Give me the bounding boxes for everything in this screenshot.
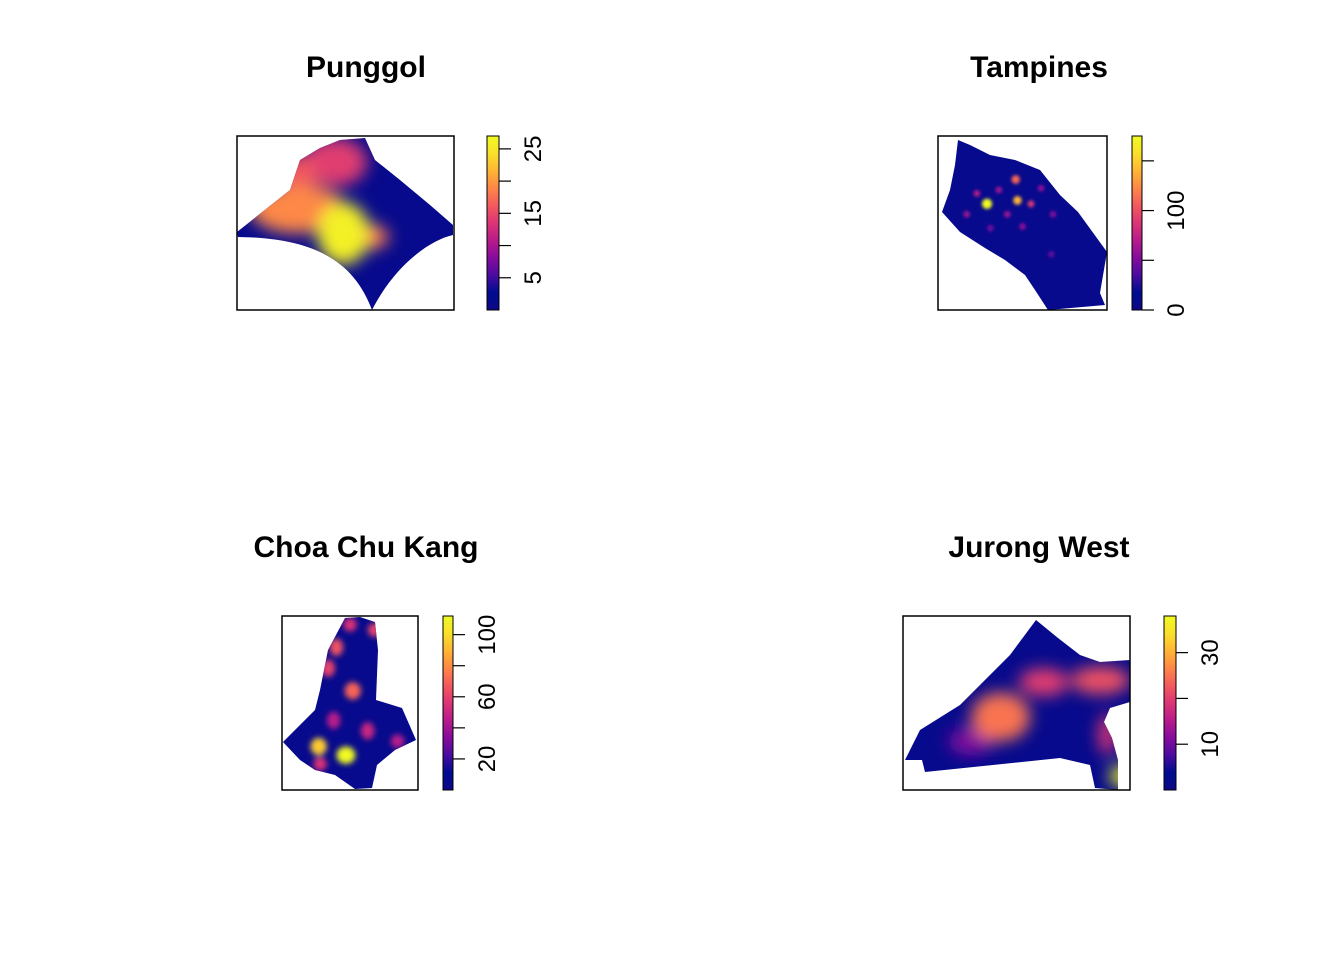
density-hotspot (987, 224, 994, 232)
legend-color-bar (442, 615, 454, 791)
density-hotspot (1098, 713, 1117, 756)
density-hotspot (1027, 200, 1035, 208)
density-hotspot (390, 734, 405, 749)
legend-color-bar (1163, 615, 1177, 791)
plot-frame (902, 615, 1131, 791)
density-hotspot (336, 746, 356, 764)
density-hotspot (1013, 196, 1022, 205)
density-hotspot (360, 722, 375, 740)
density-hotspot (343, 617, 357, 632)
density-hotspot (963, 210, 971, 218)
density-hotspot (1011, 175, 1020, 184)
density-hotspot (981, 198, 993, 210)
density-hotspot (973, 189, 981, 197)
legend-tick-label: 10 (1197, 731, 1224, 758)
legend-tick-label: 15 (520, 200, 547, 227)
plot-frame (281, 615, 419, 791)
legend-tick-label: 0 (1163, 303, 1190, 316)
heatmap-area (942, 140, 1107, 310)
legend-tick-label: 100 (1163, 191, 1190, 231)
density-hotspot (1109, 765, 1130, 787)
density-hotspot (310, 737, 327, 756)
density-hotspot (1037, 184, 1045, 192)
panel-choa-chu-kang: Choa Chu Kang 20 60 100 (254, 531, 501, 791)
legend-color-bar (486, 135, 500, 311)
hotspot-layer (310, 617, 405, 771)
heatmap-area (237, 138, 453, 310)
heatmap-area (283, 617, 416, 789)
density-hotspot (302, 138, 368, 187)
chart-title: Tampines (970, 51, 1108, 84)
density-hotspot (1049, 210, 1057, 218)
density-hotspot (313, 756, 327, 771)
chart-title: Jurong West (948, 531, 1129, 564)
plot-frame (236, 135, 455, 311)
density-hotspot (1019, 223, 1026, 230)
density-hotspot (317, 202, 370, 265)
panel-jurong-west: Jurong West 10 30 (902, 531, 1224, 791)
region-background (283, 617, 416, 789)
color-legend: 5 15 25 (486, 135, 547, 311)
density-hotspot (1003, 210, 1011, 218)
density-hotspot (321, 659, 336, 677)
density-hotspot (1018, 668, 1069, 697)
chart-title: Punggol (306, 51, 426, 84)
legend-tick-label: 100 (474, 615, 501, 655)
color-legend: 20 60 100 (442, 615, 501, 791)
density-hotspot (1047, 250, 1055, 258)
panel-punggol: Punggol 5 15 25 (236, 51, 547, 311)
panel-tampines: Tampines 0 100 (937, 51, 1190, 317)
hotspot-layer (948, 666, 1130, 787)
legend-tick-label: 25 (520, 136, 547, 163)
density-hotspot (367, 622, 382, 637)
heatmap-area (905, 620, 1130, 790)
density-hotspot (329, 638, 344, 657)
color-legend: 0 100 (1131, 135, 1190, 317)
density-hotspot (1070, 666, 1130, 695)
density-hotspot (995, 186, 1003, 194)
hotspot-layer (963, 175, 1057, 258)
legend-tick-label: 30 (1197, 639, 1224, 666)
legend-tick-label: 5 (520, 271, 547, 284)
density-hotspot (344, 682, 361, 700)
legend-tick-label: 60 (474, 683, 501, 710)
color-legend: 10 30 (1163, 615, 1224, 791)
plot-frame (937, 135, 1108, 311)
legend-tick-label: 20 (474, 746, 501, 773)
density-hotspot (971, 692, 1031, 742)
legend-color-bar (1131, 135, 1143, 311)
chart-title: Choa Chu Kang (254, 531, 479, 564)
density-hotspot (326, 711, 341, 730)
